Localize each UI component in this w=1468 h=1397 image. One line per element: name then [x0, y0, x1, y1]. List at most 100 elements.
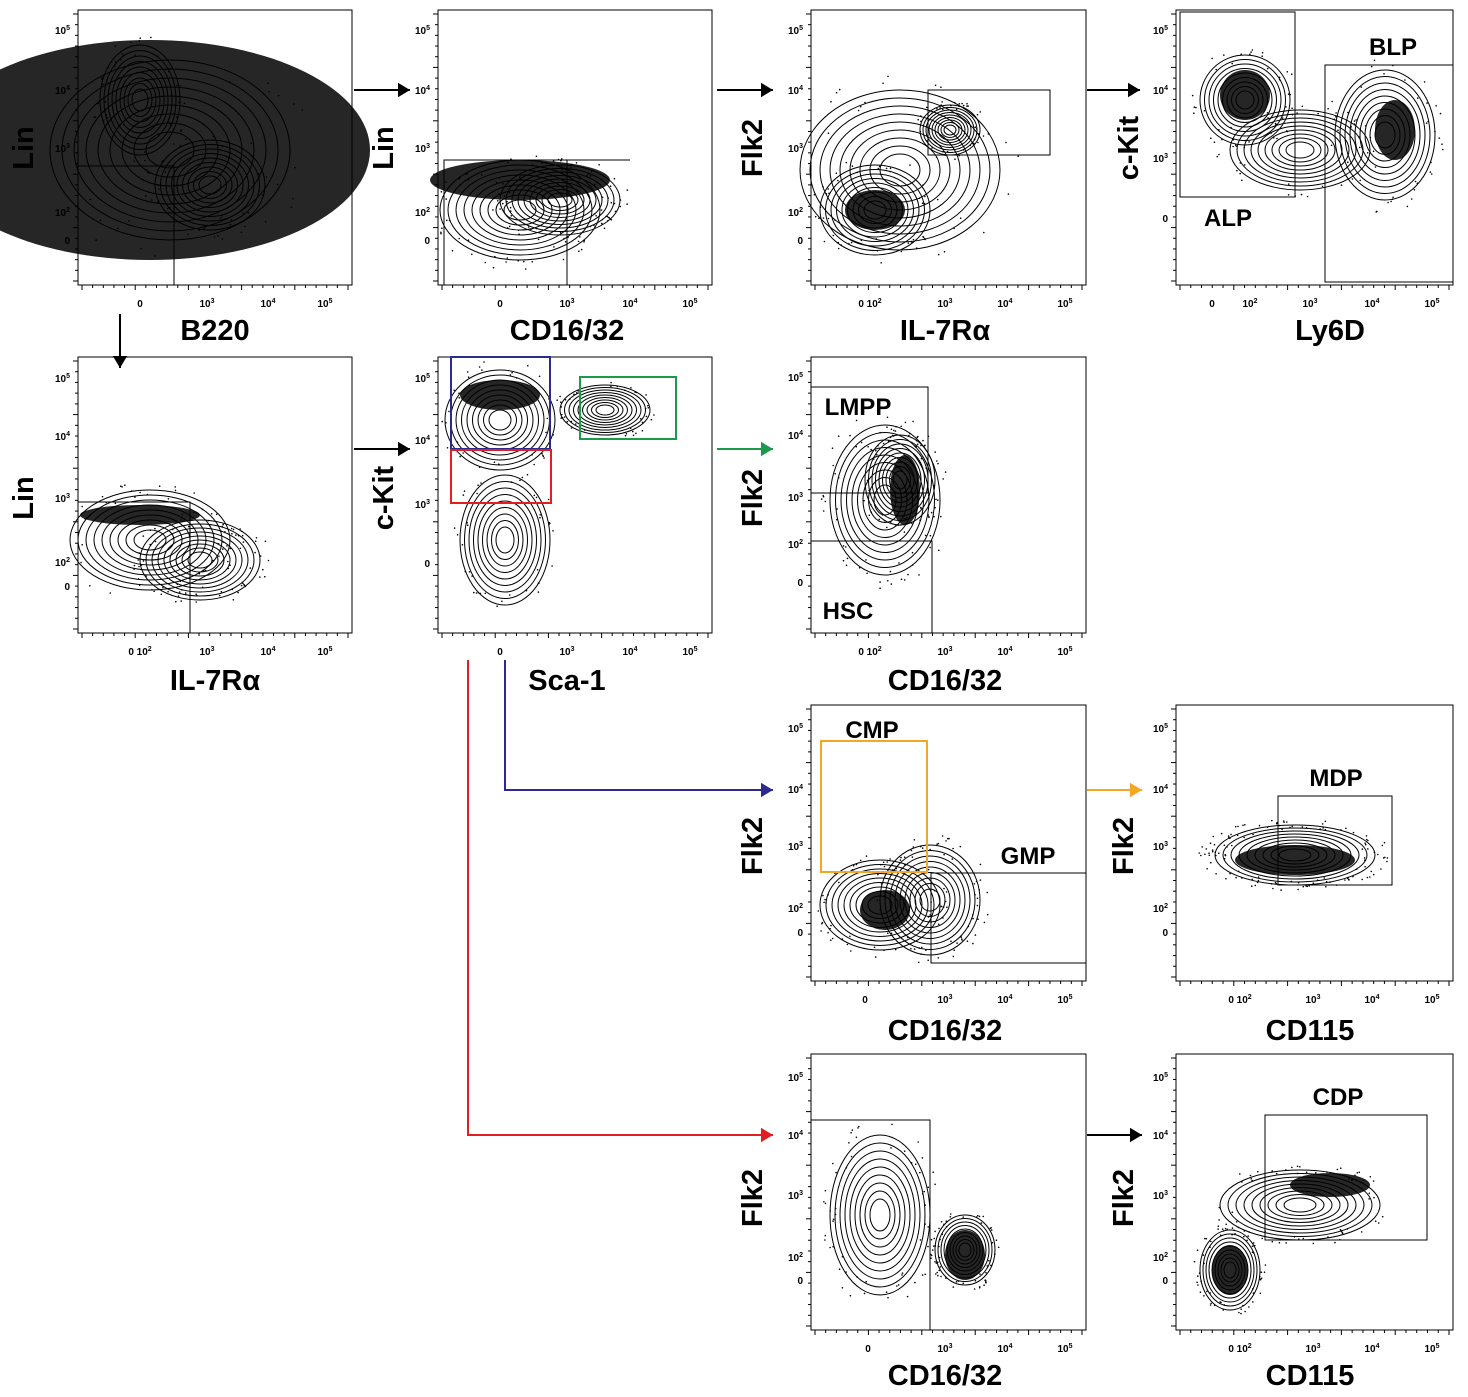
event-dot	[1275, 1172, 1278, 1175]
contour-line	[187, 166, 233, 204]
event-dot	[1198, 852, 1200, 854]
contour-line	[952, 1235, 978, 1265]
event-dot	[865, 1280, 867, 1283]
event-dot	[939, 107, 941, 109]
event-dot	[904, 421, 907, 424]
event-dot	[1264, 1264, 1267, 1266]
event-dot	[201, 586, 204, 589]
event-dot	[820, 930, 822, 932]
event-dot	[1202, 1254, 1205, 1256]
event-dot	[1345, 827, 1347, 830]
contour-line	[931, 114, 969, 146]
event-dot	[164, 171, 167, 173]
contour-line	[1369, 115, 1401, 155]
density-core	[1220, 70, 1270, 120]
event-dot	[823, 240, 826, 243]
event-dot	[1435, 105, 1437, 107]
event-dot	[1251, 1251, 1254, 1253]
event-dot	[975, 128, 978, 130]
event-dot	[495, 181, 498, 184]
event-dot	[891, 1123, 893, 1126]
y-tick-label: 105	[415, 373, 430, 385]
gate-label: CDP	[1313, 1084, 1364, 1111]
event-dot	[593, 224, 595, 227]
contour-line	[1213, 68, 1277, 132]
event-dot	[1275, 123, 1277, 125]
event-dot	[934, 1245, 937, 1247]
event-dot	[508, 225, 511, 228]
event-dot	[1225, 1223, 1227, 1226]
event-dot	[626, 189, 629, 191]
event-dot	[1234, 1233, 1236, 1235]
event-dot	[537, 238, 540, 241]
event-dot	[863, 499, 865, 502]
event-dot	[931, 147, 933, 149]
event-dot	[1364, 843, 1367, 846]
event-dot	[590, 170, 593, 173]
event-dot	[1235, 145, 1238, 147]
event-dot	[239, 528, 241, 530]
event-dot	[917, 1141, 919, 1143]
contour-line	[1250, 121, 1350, 179]
event-dot	[207, 519, 210, 522]
event-dot	[1281, 117, 1284, 119]
event-dot	[221, 238, 224, 240]
event-dot	[850, 950, 852, 952]
event-dot	[171, 528, 174, 531]
event-dot	[823, 1201, 825, 1203]
event-dot	[1373, 59, 1376, 62]
contour-line	[139, 519, 261, 601]
event-dot	[940, 905, 943, 908]
event-dot	[1214, 851, 1217, 854]
event-dot	[925, 140, 928, 142]
event-dot	[886, 416, 889, 419]
contour-line	[1246, 836, 1344, 874]
event-dot	[1234, 825, 1237, 828]
x-tick-label: 104	[622, 646, 637, 658]
contour-line	[193, 171, 227, 199]
contour-line	[1275, 1194, 1325, 1216]
contour-line	[1199, 1229, 1261, 1311]
flow-arrow-line	[467, 660, 773, 1136]
contour-line	[176, 157, 244, 213]
contour-line	[49, 59, 291, 241]
event-dot	[865, 855, 868, 857]
contour-line	[914, 883, 946, 917]
event-dot	[570, 167, 572, 169]
event-dot	[1196, 1249, 1199, 1251]
event-dot	[864, 486, 866, 489]
event-dot	[886, 426, 888, 429]
event-dot	[589, 225, 592, 228]
event-dot	[974, 126, 977, 128]
event-dot	[576, 392, 578, 394]
event-dot	[1223, 54, 1225, 56]
event-dot	[848, 1142, 850, 1144]
event-dot	[232, 599, 235, 601]
event-dot	[1381, 1215, 1384, 1218]
y-tick-label: 0	[424, 559, 430, 570]
x-tick-label: 103	[199, 646, 214, 658]
event-dot	[478, 366, 481, 368]
event-dot	[921, 202, 924, 204]
y-tick-label: 103	[788, 143, 803, 155]
event-dot	[1406, 205, 1409, 208]
event-dot	[1317, 112, 1319, 115]
contour-line	[879, 844, 981, 956]
event-dot	[1252, 1301, 1254, 1303]
contour-line	[1222, 827, 1368, 883]
event-dot	[924, 1273, 926, 1276]
event-dot	[977, 1214, 979, 1217]
y-tick-label: 104	[1153, 1130, 1168, 1142]
contour-line	[857, 462, 913, 538]
event-dot	[89, 514, 91, 516]
event-dot	[887, 580, 889, 582]
event-dot	[848, 242, 850, 245]
event-dot	[1209, 1246, 1211, 1248]
y-tick-label: 105	[788, 25, 803, 37]
arrow-head	[398, 82, 410, 98]
event-dot	[903, 531, 906, 533]
event-dot	[1430, 173, 1433, 175]
event-dot	[144, 195, 147, 197]
event-dot	[1248, 1231, 1250, 1233]
event-dot	[924, 444, 926, 447]
